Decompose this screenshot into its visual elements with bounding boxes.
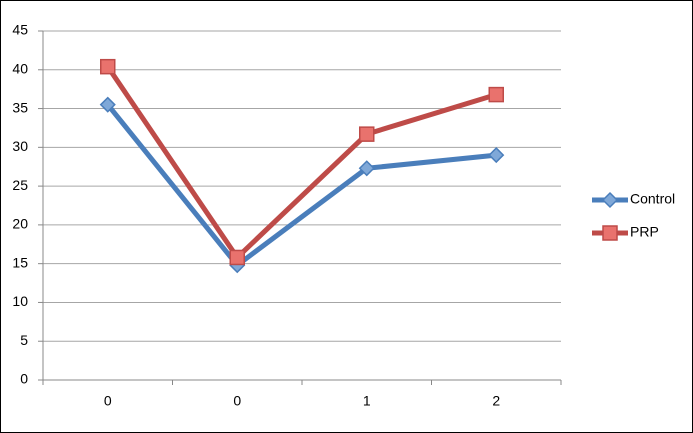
data-point [358,160,375,177]
y-tick-label: 15 [12,254,28,270]
data-point [99,96,116,113]
legend-label: Control [630,191,675,207]
x-tick-label: 0 [104,393,112,409]
data-point [229,249,245,266]
y-tick-label: 30 [12,138,28,154]
legend-marker [601,191,619,209]
y-tick-label: 35 [12,99,28,115]
x-tick-label: 0 [233,393,241,409]
series-line [105,65,497,260]
x-tick-label: 2 [492,393,500,409]
y-tick-label: 0 [20,371,28,387]
legend-marker [602,225,618,241]
x-tick-label: 1 [363,393,371,409]
data-point [488,86,504,103]
legend-label: PRP [630,224,659,240]
data-point [488,147,505,164]
y-tick-label: 20 [12,216,28,232]
y-tick-label: 25 [12,177,28,193]
y-tick-label: 40 [12,60,28,76]
y-tick-label: 5 [20,332,28,348]
y-tick-label: 45 [12,22,28,38]
data-point [100,58,116,75]
series-line [105,103,497,268]
data-point [359,126,375,142]
y-tick-label: 10 [12,293,28,309]
